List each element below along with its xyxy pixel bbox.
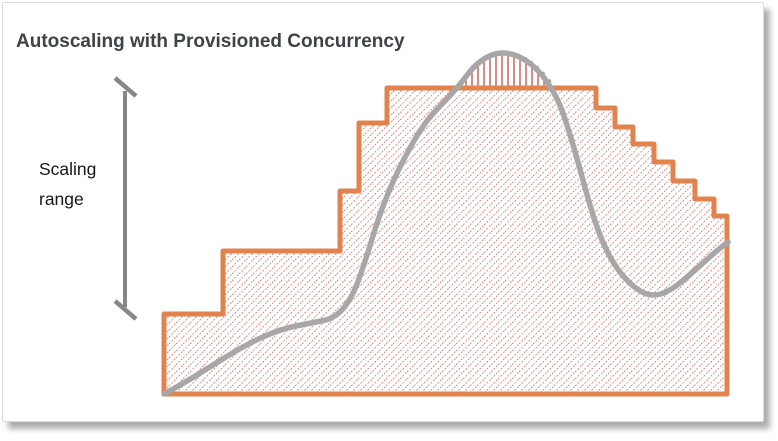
scaling-range-bracket: [113, 76, 138, 321]
demand-curve: [161, 50, 731, 397]
provisioned-steps-shape: [161, 85, 730, 397]
autoscaling-diagram: [113, 50, 731, 397]
bracket-bottom-cap: [113, 299, 138, 321]
diagram-frame: Autoscaling with Provisioned Concurrency…: [2, 2, 764, 422]
bracket-top-cap: [113, 76, 138, 98]
scaling-range-label: Scaling range: [39, 159, 97, 209]
diagram-title: Autoscaling with Provisioned Concurrency: [16, 31, 405, 52]
